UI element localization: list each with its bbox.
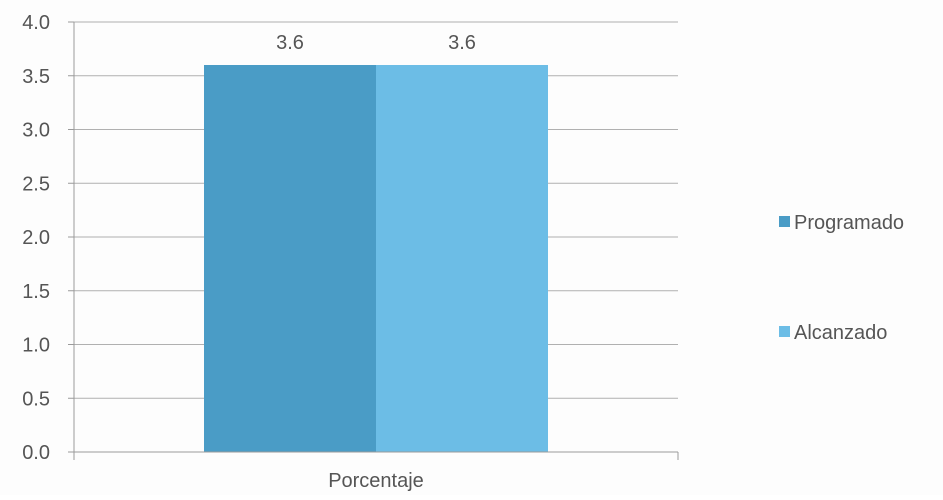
y-tick-label: 3.0 xyxy=(22,120,50,142)
data-label: 3.6 xyxy=(276,32,304,54)
bar-alcanzado xyxy=(376,65,548,452)
y-tick-label: 1.0 xyxy=(22,335,50,357)
legend: Programado Alcanzado xyxy=(779,212,904,344)
data-label: 3.6 xyxy=(448,32,476,54)
legend-swatch-programado xyxy=(779,216,790,227)
y-tick-label: 2.0 xyxy=(22,227,50,249)
y-tick-label: 0.5 xyxy=(22,388,50,410)
data-labels: 3.6 3.6 xyxy=(276,32,476,54)
x-tick-label: Porcentaje xyxy=(328,470,424,492)
y-tick-label: 2.5 xyxy=(22,173,50,195)
y-tick-label: 4.0 xyxy=(22,12,50,34)
legend-label-alcanzado: Alcanzado xyxy=(794,322,887,344)
legend-swatch-alcanzado xyxy=(779,326,790,337)
bars xyxy=(204,65,548,452)
x-tick-labels: Porcentaje xyxy=(328,470,424,492)
y-tick-labels: 0.0 0.5 1.0 1.5 2.0 2.5 3.0 3.5 4.0 xyxy=(22,12,50,464)
legend-label-programado: Programado xyxy=(794,212,904,234)
axes xyxy=(68,21,679,460)
y-tick-label: 3.5 xyxy=(22,66,50,88)
y-tick-label: 0.0 xyxy=(22,442,50,464)
y-tick-label: 1.5 xyxy=(22,281,50,303)
bar-programado xyxy=(204,65,376,452)
